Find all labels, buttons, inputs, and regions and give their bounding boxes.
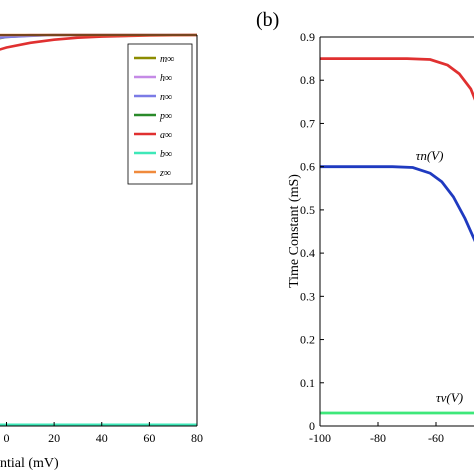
y-tick-label: 0.2 [300, 333, 315, 347]
legend-label-n: n∞ [160, 92, 172, 103]
curve-annotation: τn(V) [416, 148, 444, 163]
y-tick-label: 0.9 [300, 30, 315, 44]
x-tick-label: -60 [428, 431, 444, 445]
series-tau_n-line [320, 165, 474, 243]
legend-label-p: p∞ [159, 111, 172, 122]
x-tick-label: 40 [96, 431, 108, 445]
panel-b-y-axis-title: Time Constant (mS) [287, 174, 302, 288]
x-tick-label: 60 [143, 431, 155, 445]
legend-label-b: b∞ [160, 149, 172, 160]
panel-b-label: (b) [256, 9, 279, 31]
panel-b: (b) 0 0.1 0.2 0.3 0.4 0.5 0.6 0.7 0.8 0.9 -100 -80 -… [256, 9, 474, 445]
legend-label-h: h∞ [160, 73, 172, 84]
panel-a-axes [0, 34, 198, 427]
panel-b-ticks: 00.10.20.30.40.50.60.70.80.9-100-80-60- [300, 30, 444, 445]
panel-b-axes [319, 36, 474, 427]
x-tick-label: 80 [191, 431, 203, 445]
legend-label-m: m∞ [160, 54, 174, 65]
y-tick-label: 0.8 [300, 73, 315, 87]
legend-box [127, 43, 193, 185]
y-tick-label: 0.1 [300, 376, 315, 390]
x-tick-label: -100 [309, 431, 331, 445]
panel-a-legend: m∞ h∞ n∞ p∞ a∞ b∞ z∞ [127, 43, 193, 185]
x-tick-label: -80 [370, 431, 386, 445]
x-tick-label: 20 [48, 431, 60, 445]
curve-annotation: τv(V) [436, 390, 463, 405]
y-tick-label: 0.7 [300, 116, 315, 130]
y-tick-label: 0.6 [300, 160, 315, 174]
legend-label-z: z∞ [159, 168, 171, 179]
panel-a-ticks: 0 20 40 60 80 [4, 422, 203, 445]
y-tick-label: 0 [309, 419, 315, 433]
legend-label-a: a∞ [160, 130, 172, 141]
panel-b-series [320, 57, 474, 415]
panel-a-x-axis-title: ntial (mV) [0, 456, 59, 471]
y-tick-label: 0.4 [300, 246, 315, 260]
series-tau_h-line [320, 57, 474, 101]
panel-b-annotations: τh(Vτn(V)τv(V) [416, 148, 463, 405]
y-tick-label: 0.3 [300, 289, 315, 303]
y-tick-label: 0.5 [300, 203, 315, 217]
x-tick-label: 0 [4, 431, 10, 445]
